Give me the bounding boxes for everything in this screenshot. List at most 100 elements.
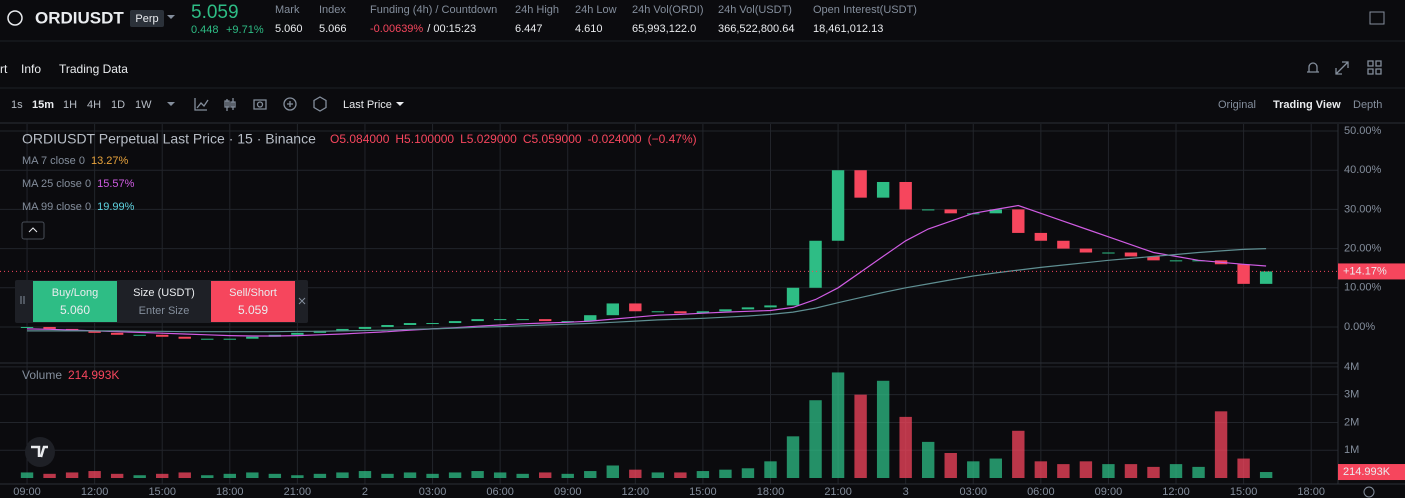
indicator-icon[interactable] xyxy=(194,98,209,111)
buy-price: 5.060 xyxy=(60,303,90,317)
candle xyxy=(403,323,417,325)
interval[interactable]: 1H xyxy=(63,99,77,111)
candle xyxy=(201,338,214,340)
volume-bar xyxy=(809,400,822,478)
stat-label: 24h Vol(ORDI) xyxy=(632,4,704,16)
sell-button[interactable] xyxy=(211,281,295,322)
collapse-button[interactable] xyxy=(21,221,45,240)
symbol[interactable]: ORDIUSDT xyxy=(35,8,124,27)
price-type-caret[interactable] xyxy=(396,102,404,106)
add-icon[interactable] xyxy=(287,101,293,107)
volume-bar xyxy=(358,471,372,478)
ohlc-value: -0.024000 xyxy=(588,132,642,146)
bell-icon[interactable] xyxy=(1307,62,1319,73)
volume-bar xyxy=(493,472,507,478)
drag-handle[interactable] xyxy=(20,296,25,304)
interval[interactable]: 4H xyxy=(87,99,101,111)
candle xyxy=(1057,240,1070,249)
candle xyxy=(831,170,845,241)
view-option[interactable]: Depth xyxy=(1353,99,1382,111)
candle xyxy=(539,319,552,322)
volume-bar xyxy=(786,436,800,478)
volume-bar xyxy=(651,472,665,478)
candle-icon[interactable] xyxy=(224,98,236,111)
expand-icon[interactable] xyxy=(1335,61,1349,75)
volume-bar xyxy=(201,475,214,478)
stat-value: 5.066 xyxy=(319,23,347,35)
volume-tag-label: 214.993K xyxy=(1343,466,1391,478)
candle xyxy=(381,324,394,327)
candle xyxy=(1169,260,1183,262)
tab[interactable]: Trading Data xyxy=(59,62,128,76)
camera-icon[interactable] xyxy=(256,101,264,108)
y-tick-label: 40.00% xyxy=(1344,164,1382,176)
price-type[interactable]: Last Price xyxy=(343,99,392,111)
stat-label: Funding (4h) / Countdown xyxy=(370,4,497,16)
x-tick-label: 18:00 xyxy=(1297,486,1325,498)
candle xyxy=(899,181,912,210)
sell-label: Sell/Short xyxy=(229,287,277,299)
candle xyxy=(1237,264,1250,284)
add-icon[interactable] xyxy=(283,97,297,111)
volume-tag xyxy=(1338,464,1405,481)
tv-logo xyxy=(31,445,48,458)
volume-bar xyxy=(268,473,282,478)
volume-bar xyxy=(989,458,1002,478)
settings-icon[interactable] xyxy=(1363,486,1375,498)
volume-bar xyxy=(471,471,484,478)
size-label: Size (USDT) xyxy=(133,287,195,299)
volume-bar xyxy=(1214,411,1228,478)
stat-label: 24h Low xyxy=(575,4,617,16)
volume-bar xyxy=(696,471,710,478)
volume-bar xyxy=(1012,430,1025,478)
candle xyxy=(786,287,800,306)
volume-bar xyxy=(313,473,327,478)
size-input[interactable]: Enter Size xyxy=(139,305,190,317)
camera-icon[interactable] xyxy=(253,99,267,110)
candle xyxy=(88,330,101,333)
close-icon[interactable] xyxy=(298,297,306,305)
header-icon[interactable] xyxy=(1369,11,1385,25)
candle xyxy=(133,334,146,336)
x-tick-label: 06:00 xyxy=(486,486,514,498)
x-tick-label: 03:00 xyxy=(959,486,987,498)
interval-caret[interactable] xyxy=(167,102,175,106)
layout-icon[interactable] xyxy=(1367,60,1382,75)
tool-icons xyxy=(194,96,327,112)
volume-bar xyxy=(1237,458,1250,478)
volume-bar xyxy=(381,473,394,478)
volume-bar xyxy=(944,453,957,478)
interval[interactable]: 1W xyxy=(135,99,152,111)
volume-bar xyxy=(719,469,732,478)
candle xyxy=(178,336,191,339)
stat-label: Open Interest(USDT) xyxy=(813,4,917,16)
settings-icon[interactable] xyxy=(313,96,327,112)
sell-price: 5.059 xyxy=(238,303,268,317)
buy-button[interactable] xyxy=(33,281,117,322)
x-tick-label: 3 xyxy=(903,486,909,498)
x-tick-label: 06:00 xyxy=(1027,486,1055,498)
view-option[interactable]: Trading View xyxy=(1273,99,1341,111)
chart-title: ORDIUSDT Perpetual Last Price · 15 · Bin… xyxy=(22,131,316,147)
collapse-icon xyxy=(28,227,38,233)
candle xyxy=(336,328,349,331)
view-option[interactable]: Original xyxy=(1218,99,1256,111)
candle xyxy=(471,319,484,322)
ma-legend: MA 7 close 0 13.27%MA 25 close 0 15.57% MA … xyxy=(22,155,135,213)
interval[interactable]: 1D xyxy=(111,99,125,111)
interval[interactable]: 15m xyxy=(32,99,54,111)
x-tick-label: 2 xyxy=(362,486,368,498)
tab[interactable]: Info xyxy=(21,62,41,76)
candle xyxy=(493,319,507,321)
candle xyxy=(1124,252,1138,257)
candle xyxy=(1079,248,1093,253)
volume-bar xyxy=(764,461,777,478)
volume-bar xyxy=(854,394,867,478)
tab[interactable]: rt xyxy=(0,62,8,76)
stat-value: 6.447 xyxy=(515,23,543,35)
symbol-caret[interactable] xyxy=(167,15,175,19)
interval[interactable]: 1s xyxy=(11,99,23,111)
y-tick-label: 1M xyxy=(1344,444,1359,456)
